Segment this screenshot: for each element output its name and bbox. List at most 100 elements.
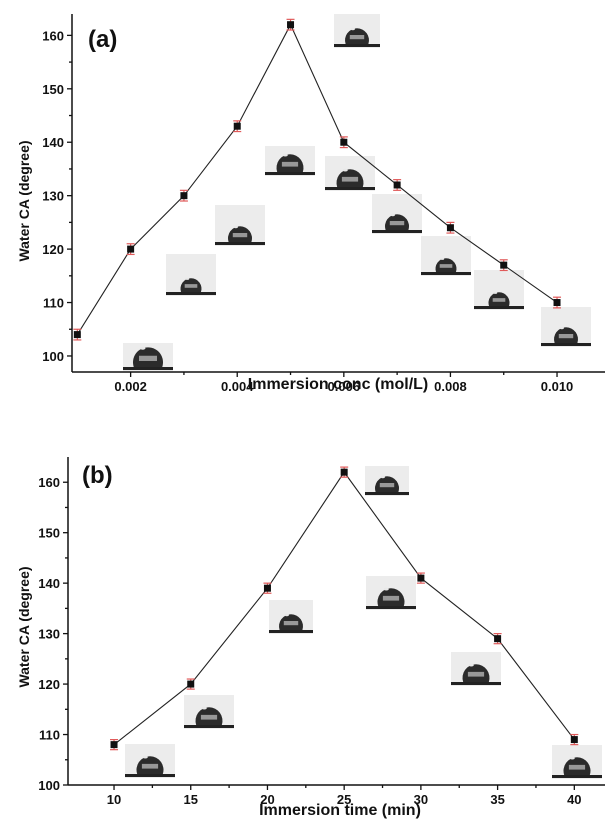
panel-a-x-tick-label: 0.006	[328, 379, 361, 394]
panel-a-droplet-image-6	[325, 156, 375, 191]
panel-a-droplet-image-1-highlight	[140, 346, 146, 350]
panel-b-data-point	[187, 680, 195, 688]
panel-a-droplet-image-10	[541, 307, 591, 347]
panel-b-y-tick-label: 110	[39, 728, 60, 743]
panel-a-droplet-image-6-substrate	[325, 187, 375, 190]
panel-a-droplet-image-1	[123, 343, 173, 371]
panel-b-x-tick-label: 40	[567, 792, 581, 807]
panel-a-x-axis-label: Immersion conc (mol/L)	[248, 376, 428, 393]
panel-a-droplet-image-3	[215, 205, 265, 246]
panel-b-droplet-image-2-substrate	[184, 725, 234, 728]
panel-a-x-tick-label: 0.010	[541, 379, 574, 394]
panel-a-droplet-image-2-reflection	[184, 284, 198, 288]
panel-a-droplet-image-7	[372, 194, 422, 234]
panel-b-data-point	[570, 736, 578, 744]
panel-b-droplet-image-2-reflection	[200, 714, 218, 720]
panel-b-droplet-image-6-reflection	[467, 671, 485, 677]
panel-a-droplet-image-9	[474, 270, 524, 310]
panel-b-y-tick-label: 140	[38, 576, 60, 591]
panel-a-droplet-image-9-substrate	[474, 306, 524, 309]
panel-a-droplet-image-8-highlight	[440, 257, 445, 260]
panel-b-droplet-image-1-highlight	[142, 755, 148, 759]
panel-a-data-point	[393, 181, 401, 189]
panel-b-data-point	[417, 574, 425, 582]
panel-b-axes	[67, 457, 605, 786]
panel-b-droplet-image-4-highlight	[380, 475, 385, 479]
panel-a-y-tick-label: 160	[42, 28, 64, 43]
panel-b-x-tick-label: 25	[337, 792, 351, 807]
panel-a-y-tick-label: 150	[42, 82, 64, 97]
panel-a-droplet-image-1-substrate	[123, 367, 173, 370]
panel-a-droplet-image-8	[421, 236, 471, 276]
panel-a-droplet-image-2	[166, 254, 216, 296]
panel-b-droplet-image-3-reflection	[283, 621, 299, 626]
panel-b-droplet-image-3	[269, 600, 313, 634]
panel-b-droplet-image-7	[552, 745, 602, 779]
panel-a-label: (a)	[88, 26, 117, 53]
panel-a-droplet-image-7-substrate	[372, 230, 422, 233]
panel-b-droplet-image-6-highlight	[468, 663, 474, 667]
panel-a-droplet-image-4	[265, 146, 315, 176]
panel-b-label: (b)	[82, 462, 113, 489]
panel-a-droplet-image-4-substrate	[265, 172, 315, 175]
panel-b-droplet-image-7-highlight	[569, 756, 575, 760]
panel-b-series-line	[113, 471, 575, 746]
panel-a-droplet-image-1-reflection	[139, 355, 157, 361]
panel-a-droplet-image-10-highlight	[559, 326, 564, 330]
panel-a-axes	[71, 14, 605, 373]
panel-a-series-line	[76, 23, 558, 335]
panel-a-plot-area	[73, 18, 562, 341]
panel-a-droplet-image-5-reflection	[349, 35, 365, 40]
panel-b-droplet-image-1-reflection	[141, 763, 159, 769]
panel-b-droplet-image-7-reflection	[568, 764, 586, 770]
panel-b-x-tick-label: 20	[260, 792, 274, 807]
panel-b-droplet-image-6	[451, 652, 501, 686]
panel-a-droplet-image-6-reflection	[341, 176, 359, 182]
panel-b-plot-area	[110, 466, 579, 751]
panel-a-droplet-image-8-reflection	[439, 264, 453, 268]
panel-a-droplet-image-2-highlight	[185, 277, 190, 280]
panel-a-droplet-image-9-highlight	[493, 291, 498, 294]
panel-b-droplet-image-4	[365, 466, 409, 496]
panel-a-data-point	[127, 245, 135, 253]
panel-b-y-tick-label: 130	[38, 627, 60, 642]
panel-b-droplet-image-4-reflection	[379, 483, 395, 488]
panel-a-y-tick-label: 140	[42, 135, 64, 150]
panel-a-y-axis-label: Water CA (degree)	[16, 140, 32, 261]
panel-a-data-point	[340, 138, 348, 146]
panel-a-data-point	[446, 224, 454, 232]
panel-a-droplet-image-5	[334, 14, 380, 48]
panel-b-droplet-image-2	[184, 695, 234, 729]
panel-b-data-point	[263, 584, 271, 592]
panel-b-droplet-image-5	[366, 576, 416, 610]
panel-b-droplet-image-5-substrate	[366, 606, 416, 609]
panel-a-droplet-image-7-reflection	[389, 221, 405, 226]
panel-a-chart: (a) Water CA (degree) Immersion conc (mo…	[16, 14, 605, 394]
panel-a-y-tick-label: 100	[42, 349, 64, 364]
panel-b-y-tick-label: 150	[38, 526, 60, 541]
panel-a-droplet-image-3-highlight	[233, 225, 238, 229]
panel-b-x-tick-label: 30	[414, 792, 428, 807]
panel-a-droplet-image-6-highlight	[342, 168, 348, 172]
panel-a-data-point	[287, 21, 295, 29]
panel-a-droplet-image-4-reflection	[281, 161, 299, 167]
panel-a-data-point	[233, 122, 241, 130]
panel-b-y-axis-label: Water CA (degree)	[16, 566, 32, 687]
panel-b-data-point	[340, 468, 348, 476]
panel-b-droplet-image-1-substrate	[125, 774, 175, 777]
panel-b-droplet-image-7-substrate	[552, 775, 602, 778]
panel-a-droplet-image-9-reflection	[492, 298, 506, 302]
panel-a-droplet-image-8-substrate	[421, 272, 471, 275]
panel-a-x-tick-label: 0.008	[434, 379, 467, 394]
panel-b-x-tick-label: 15	[184, 792, 198, 807]
panel-a-droplet-image-10-substrate	[541, 343, 591, 346]
panel-a-droplet-image-5-substrate	[334, 44, 380, 47]
panel-b-droplet-image-5-highlight	[383, 587, 389, 591]
panel-b-x-tick-label: 10	[107, 792, 121, 807]
panel-b-droplet-image-3-highlight	[284, 613, 289, 617]
panel-b-droplet-image-2-highlight	[201, 706, 207, 710]
panel-b-droplet-image-6-substrate	[451, 682, 501, 685]
panel-a-data-point	[73, 331, 81, 339]
panel-a-droplet-images	[123, 14, 591, 371]
panel-b-y-tick-label: 160	[38, 475, 60, 490]
